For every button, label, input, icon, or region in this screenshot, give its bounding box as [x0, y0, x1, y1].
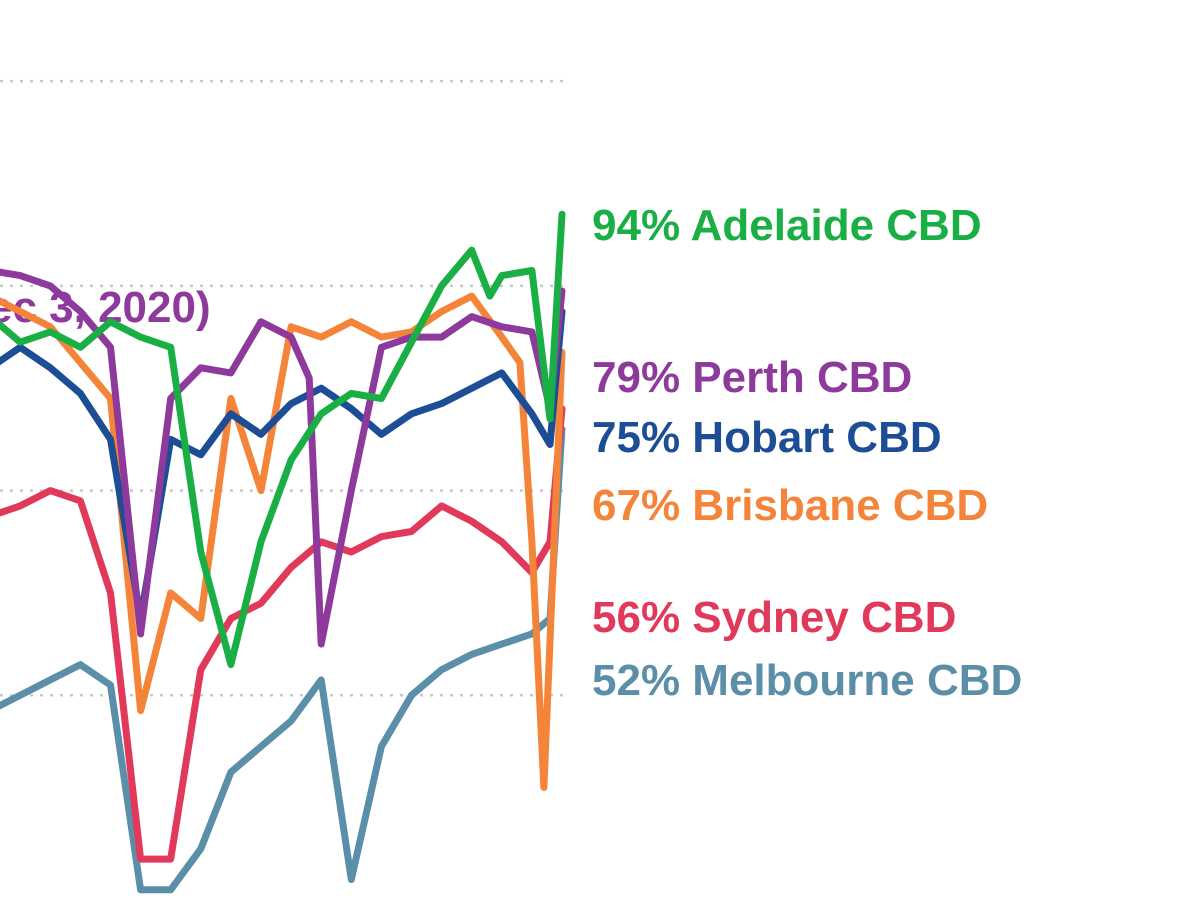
series-line-perth [0, 268, 566, 648]
series-line-adelaide [0, 210, 566, 669]
end-label-adelaide: 94% Adelaide CBD [592, 201, 982, 250]
end-label-hobart: 75% Hobart CBD [592, 413, 942, 462]
end-label-perth: 79% Perth CBD [592, 353, 912, 402]
series-end-labels: 94% Adelaide CBD 79% Perth CBD 75% Hobart … [592, 201, 1022, 705]
series-line-melbourne [0, 425, 566, 894]
series-line-hobart [0, 308, 566, 622]
end-label-brisbane: 67% Brisbane CBD [592, 481, 988, 530]
series-line-brisbane [0, 292, 566, 791]
end-label-melbourne: 52% Melbourne CBD [592, 656, 1022, 705]
end-label-sydney: 56% Sydney CBD [592, 593, 956, 642]
series-line-sydney [0, 405, 566, 863]
series-lines [0, 210, 566, 894]
